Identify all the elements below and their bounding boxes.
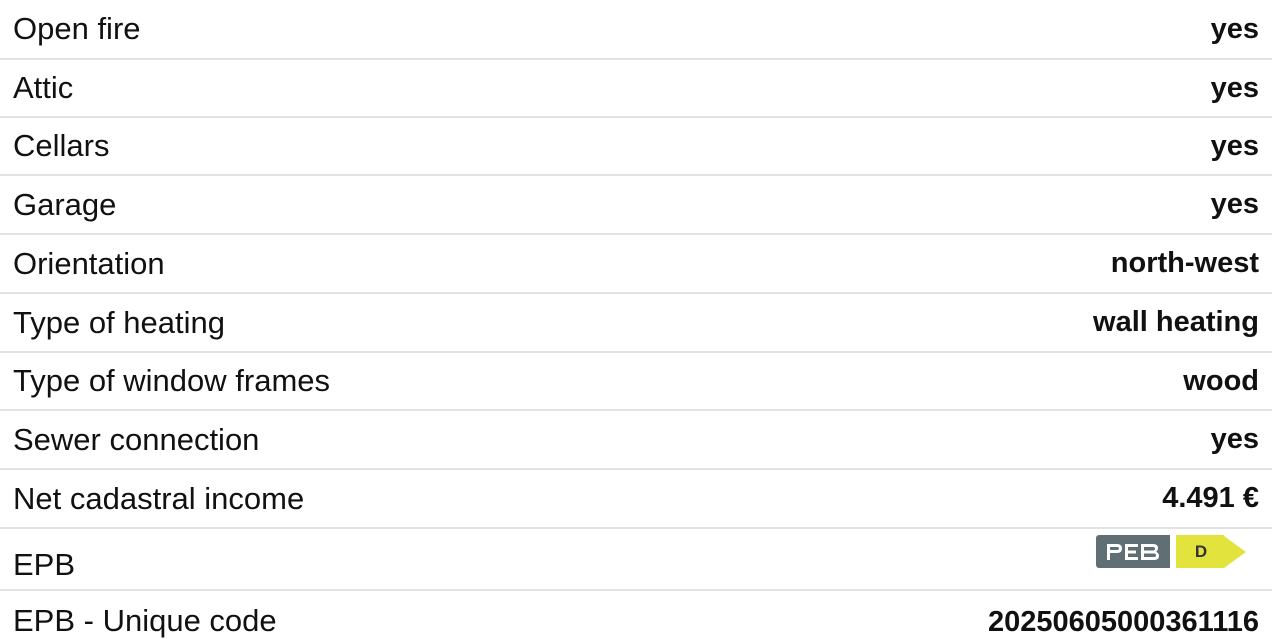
property-row-cellars: Cellars yes	[0, 118, 1272, 176]
property-row-sewer: Sewer connection yes	[0, 411, 1272, 470]
property-value: yes	[1210, 71, 1259, 104]
property-row-epb: EPB D	[0, 529, 1272, 591]
property-value: yes	[1210, 12, 1259, 45]
property-row-attic: Attic yes	[0, 60, 1272, 118]
energy-class-arrow-tip	[1224, 535, 1246, 568]
property-label: Net cadastral income	[13, 480, 305, 516]
property-label: Cellars	[13, 128, 110, 163]
property-value: 20250605000361116	[988, 606, 1259, 638]
property-label: EPB - Unique code	[13, 603, 277, 638]
property-value: yes	[1210, 129, 1259, 162]
property-value: 4.491 €	[1162, 482, 1259, 514]
property-label: Open fire	[13, 11, 141, 46]
property-value: wood	[1183, 364, 1259, 397]
energy-class-arrow: D	[1170, 535, 1246, 568]
property-label: Attic	[13, 70, 74, 105]
property-row-open-fire: Open fire yes	[0, 0, 1272, 60]
property-label: Type of heating	[13, 304, 225, 340]
peb-logo-icon	[1107, 543, 1159, 560]
property-label: EPB	[13, 547, 76, 582]
epb-rating-badge: D	[1096, 535, 1246, 568]
peb-logo	[1096, 535, 1170, 568]
property-value: wall heating	[1093, 306, 1259, 338]
property-value: yes	[1210, 188, 1259, 220]
property-row-garage: Garage yes	[0, 176, 1272, 235]
property-row-cadastral-income: Net cadastral income 4.491 €	[0, 470, 1272, 529]
property-value: north-west	[1110, 247, 1259, 279]
property-value: yes	[1210, 423, 1259, 455]
property-row-orientation: Orientation north-west	[0, 235, 1272, 294]
property-label: Sewer connection	[13, 421, 260, 457]
property-row-epb-code: EPB - Unique code 20250605000361116	[0, 591, 1272, 639]
property-label: Garage	[13, 186, 117, 222]
property-label: Orientation	[13, 245, 165, 281]
energy-class-label: D	[1176, 535, 1224, 568]
property-row-heating: Type of heating wall heating	[0, 294, 1272, 353]
property-row-window-frames: Type of window frames wood	[0, 353, 1272, 411]
property-label: Type of window frames	[13, 363, 331, 398]
